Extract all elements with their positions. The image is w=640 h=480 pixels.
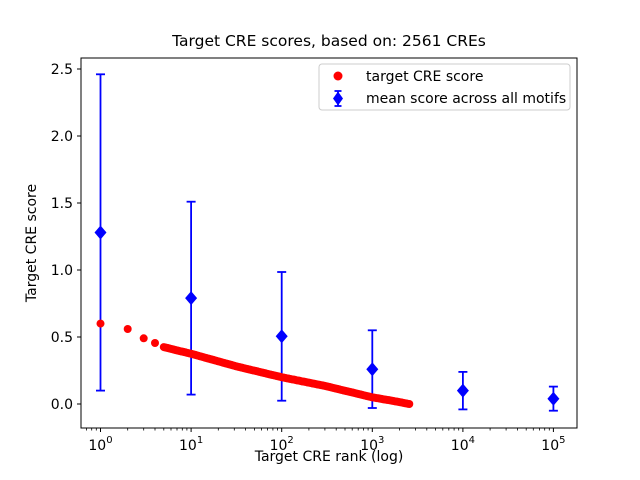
y-tick-label: 2.5 — [51, 62, 73, 78]
x-tick-label: 101 — [179, 435, 203, 454]
target-score-point — [405, 400, 414, 408]
legend-label-target-cre-score: target CRE score — [366, 69, 483, 85]
y-tick-label: 0.5 — [51, 330, 73, 346]
plot-frame — [80, 57, 578, 429]
diamond-marker-icon — [94, 225, 107, 240]
target-score-scatter-series — [96, 319, 414, 408]
target-score-point — [151, 339, 159, 347]
diamond-marker-icon — [185, 291, 198, 306]
chart-title: Target CRE scores, based on: 2561 CREs — [171, 32, 486, 50]
x-tick-label: 100 — [88, 435, 112, 454]
target-score-point — [123, 325, 132, 333]
y-tick-label: 1.5 — [51, 196, 73, 212]
y-tick-label: 1.0 — [51, 263, 73, 279]
mean-score-errorbar-point — [366, 329, 379, 409]
diamond-marker-icon — [275, 329, 288, 344]
y-tick-label: 2.0 — [51, 129, 73, 145]
legend-box — [318, 63, 571, 111]
mean-score-errorbar-point — [456, 370, 469, 411]
mean-score-errorbar-series — [94, 73, 560, 412]
legend-red-circle-icon — [333, 71, 343, 81]
mean-score-errorbar-point — [547, 385, 560, 412]
x-tick-label: 105 — [541, 435, 565, 454]
diamond-marker-icon — [456, 383, 469, 398]
target-score-point — [139, 334, 148, 343]
x-tick-label: 104 — [451, 435, 475, 454]
y-tick-label: 0.0 — [51, 397, 73, 413]
diamond-marker-icon — [366, 362, 379, 377]
y-axis-label: Target CRE score — [24, 184, 40, 303]
target-score-point — [96, 319, 105, 328]
mean-score-errorbar-point — [185, 200, 198, 396]
legend-blue-diamond-errorbar-icon — [333, 90, 343, 107]
mean-score-errorbar-point — [94, 73, 107, 392]
diamond-marker-icon — [547, 391, 560, 406]
x-axis-label: Target CRE rank (log) — [254, 449, 404, 465]
legend: target CRE score mean score across all m… — [318, 63, 571, 111]
legend-label-mean-score: mean score across all motifs — [366, 91, 566, 107]
